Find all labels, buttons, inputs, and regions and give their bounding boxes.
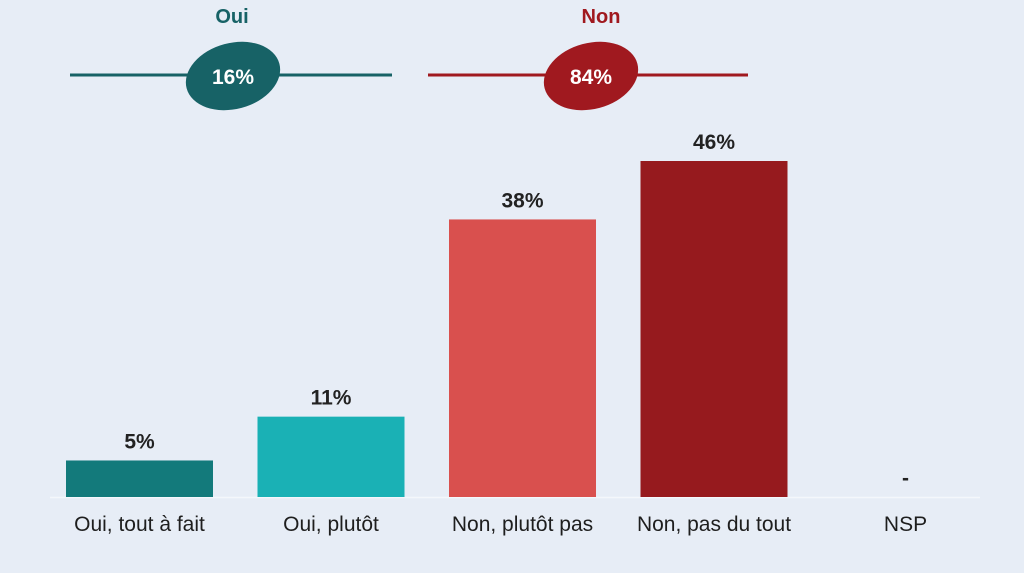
group-non-title: Non xyxy=(582,6,621,28)
group-non: Non 84% xyxy=(428,6,748,111)
value-label: 46% xyxy=(693,131,735,154)
bars-layer: 5% Oui, tout à fait 11% Oui, plutôt 38% Non, … xyxy=(66,131,927,536)
group-oui-total: 16% xyxy=(212,66,254,89)
bar-group-0: 5% Oui, tout à fait xyxy=(66,430,213,536)
bar-group-2: 38% Non, plutôt pas xyxy=(449,189,596,536)
category-label: NSP xyxy=(884,513,927,536)
bar-group-4: - NSP xyxy=(884,467,927,536)
bar xyxy=(449,219,596,497)
group-oui: Oui 16% xyxy=(70,6,392,111)
bar-group-3: 46% Non, pas du tout xyxy=(637,131,791,536)
value-label: - xyxy=(902,467,909,490)
value-label: 5% xyxy=(124,430,155,453)
bar-group-1: 11% Oui, plutôt xyxy=(257,387,405,536)
group-non-badge xyxy=(543,41,639,111)
value-label: 38% xyxy=(501,189,543,212)
group-non-total: 84% xyxy=(570,66,612,89)
category-label: Non, plutôt pas xyxy=(452,513,593,536)
value-label: 11% xyxy=(311,387,352,410)
group-oui-badge xyxy=(185,41,281,111)
category-label: Non, pas du tout xyxy=(637,513,791,536)
category-label: Oui, tout à fait xyxy=(74,513,205,536)
bar xyxy=(66,460,213,497)
bar xyxy=(257,416,405,497)
category-label: Oui, plutôt xyxy=(283,513,379,536)
bar xyxy=(640,161,788,497)
group-oui-title: Oui xyxy=(215,6,248,28)
